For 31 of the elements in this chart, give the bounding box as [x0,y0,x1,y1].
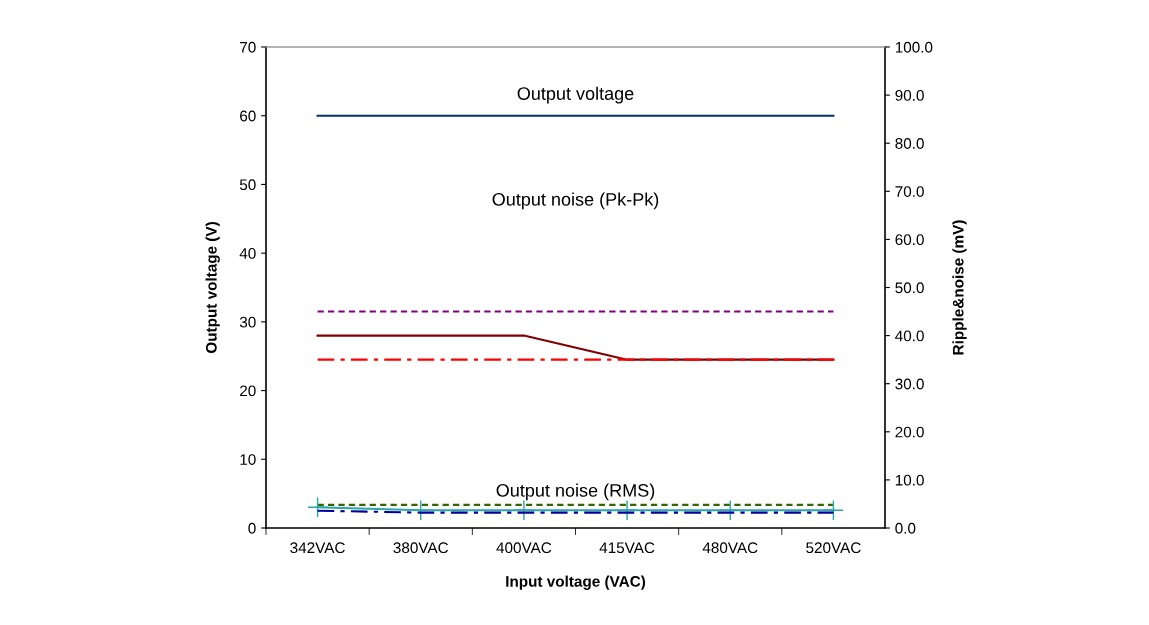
y-tick-label: 50 [239,179,256,191]
y2-tick-label: 90.0 [895,89,924,101]
y-tick-label: 60 [240,110,256,122]
x-tick-label: 400VAC [496,542,552,554]
annotation: Output noise (RMS) [496,483,655,501]
y2-tick-label: 80.0 [895,138,924,149]
y2-tick-label: 70.0 [895,186,924,197]
y-tick-label: 30 [239,316,256,328]
x-tick-label: 520VAC [806,542,861,554]
annotation: Output voltage [517,86,634,104]
x-tick-label: 480VAC [702,542,758,554]
y-tick-label: 70 [240,41,256,53]
x-tick-label: 380VAC [393,542,449,554]
annotation: Output noise (Pk-Pk) [492,192,659,210]
y2-tick-label: 0.0 [895,522,916,534]
y2-tick-label: 10.0 [895,474,924,486]
y-tick-label: 10 [240,454,256,465]
y2-tick-label: 20.0 [895,426,924,438]
y-tick-label: 0 [248,522,256,534]
y2-tick-label: 50.0 [895,282,924,294]
y2-tick-label: 100.0 [895,41,933,53]
y2-tick-label: 40.0 [895,330,924,342]
x-tick-label: 342VAC [290,542,345,554]
y2-tick-label: 30.0 [895,378,924,390]
y-axis-title: Output voltage (V) [205,222,220,354]
x-tick-label: 415VAC [599,542,655,554]
y2-axis-title: Ripple&noise (mV) [952,220,967,355]
x-axis-title: Input voltage (VAC) [506,575,646,590]
y-tick-label: 20 [240,385,256,397]
y2-tick-label: 60.0 [895,234,924,246]
y-tick-label: 40 [239,248,256,259]
